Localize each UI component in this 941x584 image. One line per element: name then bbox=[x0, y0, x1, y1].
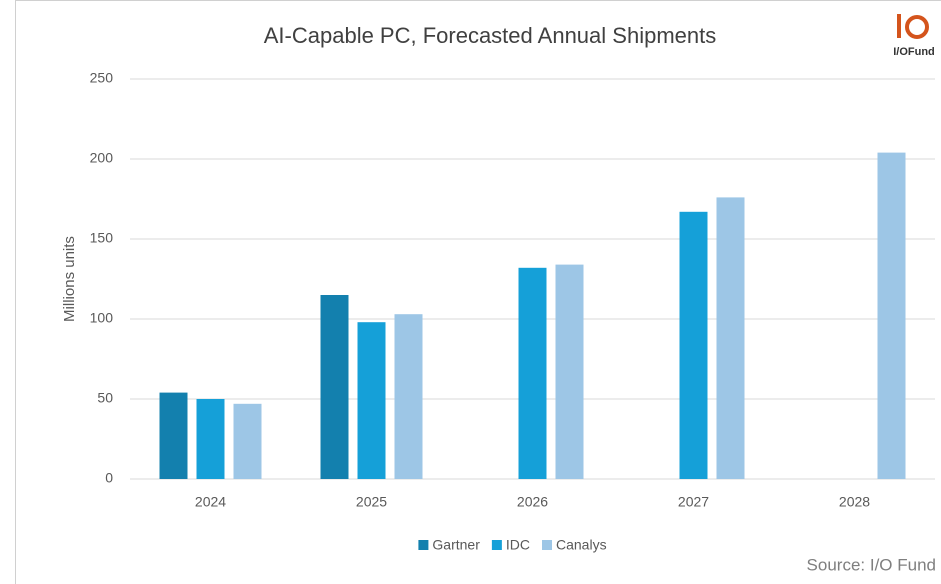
bar bbox=[357, 322, 386, 479]
x-tick-label: 2024 bbox=[195, 494, 226, 510]
bar bbox=[159, 392, 188, 479]
bar bbox=[877, 152, 906, 479]
bar bbox=[518, 267, 547, 479]
y-tick-label: 100 bbox=[90, 310, 114, 326]
legend-label: IDC bbox=[506, 537, 530, 553]
y-axis-label: Millions units bbox=[61, 236, 78, 322]
logo: I/OFund bbox=[893, 14, 935, 58]
bar bbox=[716, 197, 745, 479]
bar bbox=[679, 211, 708, 480]
logo-text: I/OFund bbox=[893, 46, 935, 58]
legend-label: Canalys bbox=[556, 537, 607, 553]
legend-label: Gartner bbox=[432, 537, 480, 553]
y-tick-label: 50 bbox=[97, 390, 113, 406]
x-tick-label: 2026 bbox=[517, 494, 548, 510]
bar bbox=[394, 314, 423, 479]
bar bbox=[196, 399, 225, 479]
y-tick-label: 200 bbox=[90, 150, 114, 166]
x-tick-label: 2028 bbox=[839, 494, 870, 510]
legend-swatch bbox=[542, 540, 552, 550]
bar bbox=[233, 403, 262, 479]
legend-swatch bbox=[418, 540, 429, 550]
bar bbox=[555, 264, 584, 479]
chart-title: AI-Capable PC, Forecasted Annual Shipmen… bbox=[264, 23, 716, 48]
y-tick-label: 0 bbox=[105, 470, 113, 486]
x-tick-label: 2027 bbox=[678, 494, 709, 510]
chart-frame bbox=[15, 0, 941, 584]
x-tick-label: 2025 bbox=[356, 494, 387, 510]
logo-icon bbox=[905, 15, 929, 39]
y-tick-label: 150 bbox=[90, 230, 114, 246]
bar bbox=[320, 295, 349, 479]
y-tick-label: 250 bbox=[90, 70, 114, 86]
legend-swatch bbox=[491, 540, 502, 550]
source-note: Source: I/O Fund bbox=[807, 555, 936, 574]
